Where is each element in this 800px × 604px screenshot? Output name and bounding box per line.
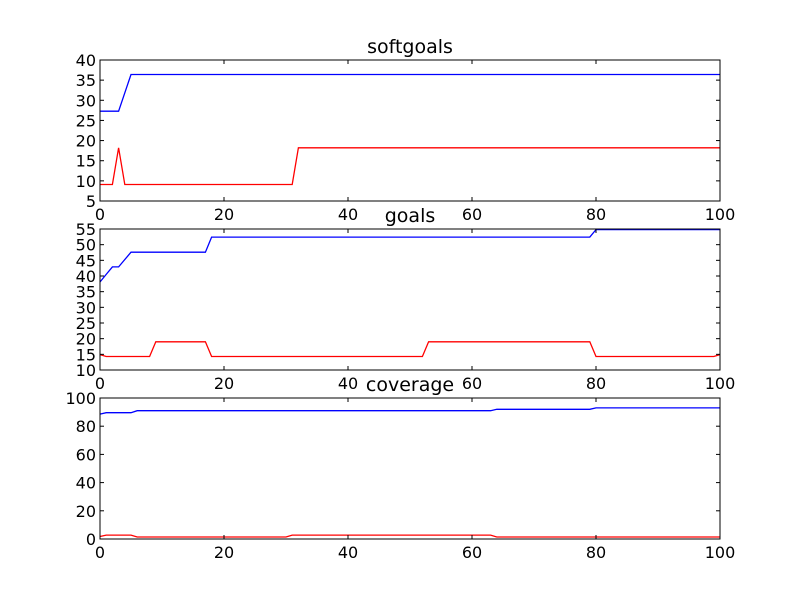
y-tick-label: 15 [76,152,96,171]
x-tick-label: 40 [338,374,358,393]
x-tick-label: 40 [338,543,358,562]
y-tick-label: 10 [76,361,96,380]
y-tick-label: 55 [76,220,96,239]
series-line-1 [99,534,720,538]
x-tick-label: 0 [95,543,105,562]
y-tick-label: 25 [76,314,96,333]
panel-title: goals [385,205,436,227]
x-tick-label: 20 [214,205,234,224]
y-tick-label: 20 [76,132,96,151]
panel-title: coverage [366,374,454,396]
y-tick-label: 0 [86,530,96,549]
x-tick-label: 60 [462,543,482,562]
x-tick-label: 100 [705,374,736,393]
y-tick-label: 40 [76,474,96,493]
series-line-1 [99,341,721,358]
x-tick-label: 80 [586,205,606,224]
x-tick-label: 20 [214,543,234,562]
y-tick-label: 20 [76,502,96,521]
y-tick-label: 5 [86,192,96,211]
axes-frame [99,397,721,540]
panel-title: softgoals [367,36,453,58]
y-tick-label: 80 [76,417,96,436]
x-tick-label: 20 [214,374,234,393]
y-tick-label: 30 [76,91,96,110]
series-line-0 [100,73,720,112]
x-tick-label: 60 [462,205,482,224]
y-tick-label: 35 [76,283,96,302]
y-tick-label: 60 [76,445,96,464]
axes-frame [99,228,721,371]
x-tick-label: 0 [95,374,105,393]
series-line-1 [100,147,720,186]
y-tick-label: 50 [76,236,96,255]
y-tick-label: 100 [65,389,96,408]
axes-frame [99,59,721,202]
y-tick-label: 25 [76,111,96,130]
y-tick-label: 20 [76,330,96,349]
series-line-0 [99,228,720,283]
x-tick-label: 60 [462,374,482,393]
y-tick-label: 45 [76,251,96,270]
x-tick-label: 80 [586,543,606,562]
x-tick-label: 80 [586,374,606,393]
x-tick-label: 100 [705,543,736,562]
x-tick-label: 40 [338,205,358,224]
y-tick-label: 15 [76,345,96,364]
x-tick-label: 100 [705,205,736,224]
y-tick-label: 40 [76,51,96,70]
y-tick-label: 40 [76,267,96,286]
series-line-0 [99,407,720,415]
y-tick-label: 10 [76,172,96,191]
x-tick-label: 0 [95,205,105,224]
y-tick-label: 35 [76,71,96,90]
y-tick-label: 30 [76,298,96,317]
